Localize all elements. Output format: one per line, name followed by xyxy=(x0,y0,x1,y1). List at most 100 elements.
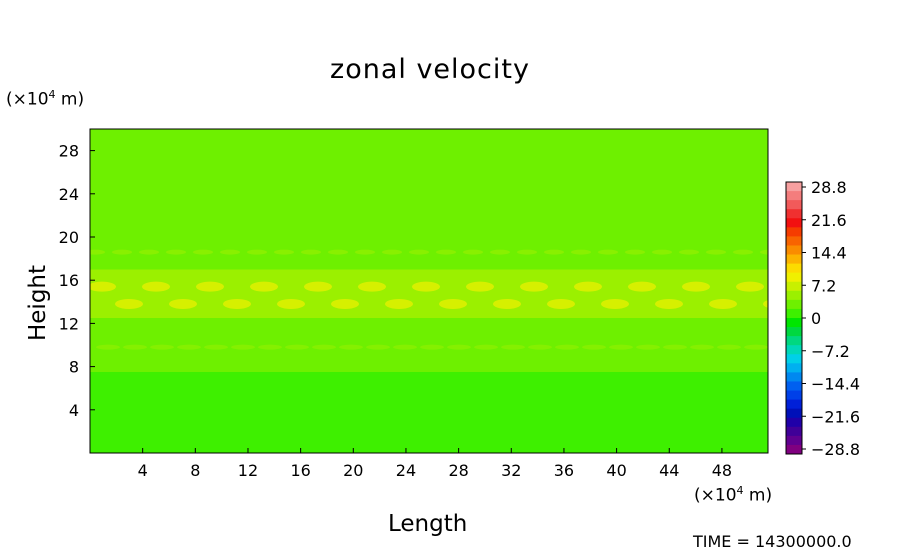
upper-band-blob xyxy=(760,249,768,255)
colorbar-swatch xyxy=(786,354,802,364)
jet-blob xyxy=(439,298,467,309)
jet-blob xyxy=(736,281,764,292)
jet-blob xyxy=(331,298,359,309)
y-tick-label: 8 xyxy=(69,358,79,377)
colorbar-swatch xyxy=(786,218,802,228)
jet-blob xyxy=(223,298,251,309)
lower-band-blob xyxy=(177,344,201,350)
upper-band-blob xyxy=(274,249,294,255)
x-tick-label: 16 xyxy=(290,461,310,480)
lower-band-blob xyxy=(393,344,417,350)
jet-blob xyxy=(466,281,494,292)
colorbar-swatch xyxy=(786,399,802,410)
lower-band-blob xyxy=(447,344,471,350)
y-axis-ticks: 4 8 12 16 20 24 28 xyxy=(59,142,95,420)
upper-band-blob xyxy=(598,249,618,255)
upper-band-blob xyxy=(463,249,483,255)
colorbar-swatch xyxy=(786,263,802,274)
colorbar: 28.8 21.6 14.4 7.2 0 −7.2 −14.4 −21.6 −28.8 xyxy=(785,178,860,459)
upper-band-blob xyxy=(733,249,753,255)
lower-band-blob xyxy=(663,344,687,350)
x-axis-unit: (×104 m) xyxy=(694,484,772,506)
x-tick-label: 12 xyxy=(238,461,258,480)
x-tick-label: 36 xyxy=(554,461,574,480)
colorbar-label: 7.2 xyxy=(811,276,836,295)
y-tick-label: 16 xyxy=(59,271,79,290)
y-tick-label: 20 xyxy=(59,228,79,247)
lower-band-blob xyxy=(258,344,282,350)
x-tick-label: 48 xyxy=(712,461,732,480)
x-unit-suffix: m) xyxy=(743,485,773,506)
y-axis-unit: (×104 m) xyxy=(6,88,84,110)
jet-blob xyxy=(574,281,602,292)
colorbar-swatch xyxy=(786,381,802,391)
colorbar-swatch xyxy=(786,372,802,382)
lower-band-blob xyxy=(609,344,633,350)
upper-band-blob xyxy=(301,249,321,255)
colorbar-label: −21.6 xyxy=(811,407,860,426)
colorbar-swatch xyxy=(786,308,802,319)
lower-band-blob xyxy=(528,344,552,350)
colorbar-swatch xyxy=(786,363,802,373)
upper-band-blob xyxy=(571,249,591,255)
upper-band-blob xyxy=(139,249,159,255)
x-axis-label: Length xyxy=(388,511,468,537)
jet-blob xyxy=(358,281,386,292)
colorbar-label: −14.4 xyxy=(811,375,860,394)
x-tick-label: 28 xyxy=(448,461,468,480)
y-unit-suffix: m) xyxy=(55,89,85,110)
colorbar-swatch xyxy=(786,236,802,246)
y-tick-label: 28 xyxy=(59,142,79,161)
colorbar-label: 14.4 xyxy=(811,244,847,263)
heatmap-texture xyxy=(90,249,768,350)
x-tick-label: 24 xyxy=(396,461,416,480)
chart-title: zonal velocity xyxy=(330,54,530,85)
y-unit-prefix: (×10 xyxy=(6,89,49,110)
colorbar-swatch xyxy=(786,336,802,346)
colorbar-swatch xyxy=(786,435,802,446)
upper-band-blob xyxy=(90,249,105,255)
y-tick-label: 24 xyxy=(59,185,79,204)
upper-band-blob xyxy=(112,249,132,255)
colorbar-swatch xyxy=(786,444,802,455)
colorbar-swatch xyxy=(786,254,802,264)
colorbar-swatch xyxy=(786,182,802,192)
colorbar-label: −7.2 xyxy=(811,342,850,361)
lower-band-blob xyxy=(501,344,525,350)
colorbar-swatch xyxy=(786,318,802,328)
x-axis-ticks: 4 8 12 16 20 24 28 32 36 40 44 48 xyxy=(138,448,732,480)
upper-band-blob xyxy=(355,249,375,255)
y-unit-exponent: 4 xyxy=(48,88,56,101)
lower-band-blob xyxy=(285,344,309,350)
colorbar-label: 28.8 xyxy=(811,178,847,197)
colorbar-label: 0 xyxy=(811,309,821,328)
heatmap-plot-area xyxy=(89,128,769,454)
colorbar-swatch xyxy=(786,209,802,219)
upper-band-blob xyxy=(679,249,699,255)
upper-band-blob xyxy=(490,249,510,255)
colorbar-swatch xyxy=(786,290,802,301)
x-tick-label: 32 xyxy=(501,461,521,480)
upper-band-blob xyxy=(328,249,348,255)
colorbar-swatch xyxy=(786,390,802,400)
lower-band-blob xyxy=(339,344,363,350)
lower-band-blob xyxy=(582,344,606,350)
lower-band-blob xyxy=(474,344,498,350)
jet-blob xyxy=(115,298,143,309)
jet-blob xyxy=(304,281,332,292)
upper-band-blob xyxy=(625,249,645,255)
jet-blob xyxy=(385,298,413,309)
jet-blob xyxy=(196,281,224,292)
colorbar-swatch xyxy=(786,299,802,310)
colorbar-swatch xyxy=(786,191,802,201)
lower-band-blob xyxy=(150,344,174,350)
colorbar-swatch xyxy=(786,327,802,337)
lower-band-blob xyxy=(312,344,336,350)
jet-blob xyxy=(90,281,116,292)
x-tick-label: 4 xyxy=(138,461,148,480)
lower-band-blob xyxy=(366,344,390,350)
jet-blob xyxy=(277,298,305,309)
jet-blob xyxy=(601,298,629,309)
lower-band-blob xyxy=(717,344,741,350)
